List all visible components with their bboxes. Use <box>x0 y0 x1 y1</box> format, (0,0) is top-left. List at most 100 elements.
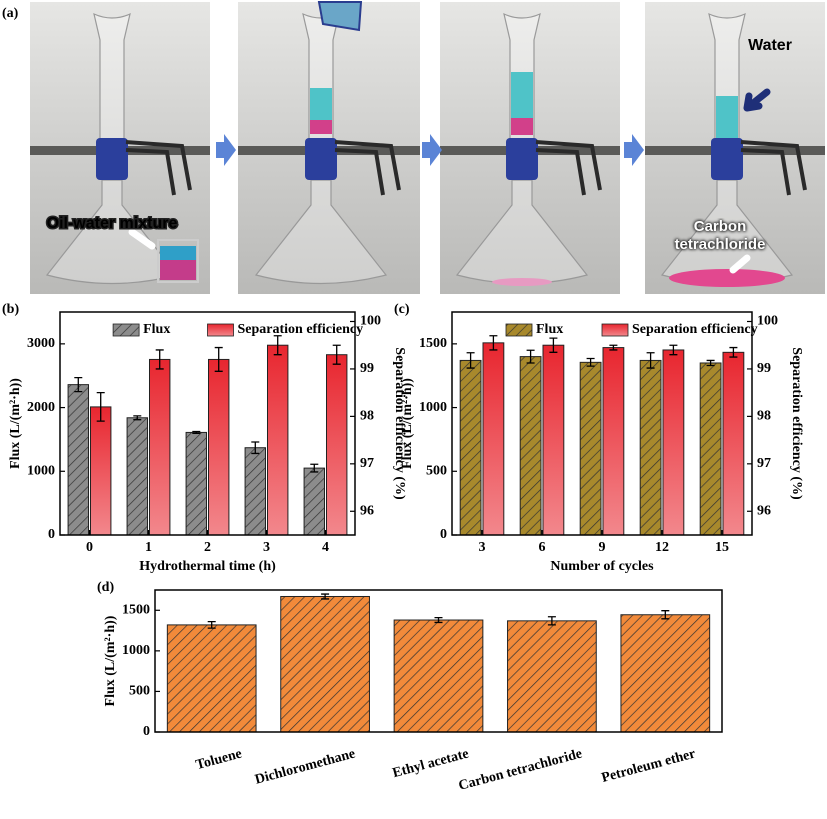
y2-tick-label: 100 <box>360 314 381 329</box>
x-axis-title: Number of cycles <box>550 559 654 574</box>
step-arrow <box>216 134 236 166</box>
x-tick-label: 0 <box>86 540 93 555</box>
error-bar <box>609 344 618 351</box>
bar <box>126 417 149 536</box>
oil-layer <box>511 118 533 135</box>
bar <box>149 358 171 536</box>
error-bar <box>526 349 535 364</box>
legend-swatch <box>505 323 533 337</box>
bar <box>639 359 662 536</box>
y-tick-label: 500 <box>426 464 447 479</box>
clamp-handle <box>535 140 602 196</box>
x-tick-label: 1 <box>145 540 152 555</box>
x-tick-label: 4 <box>322 540 329 555</box>
x-tick-label: 9 <box>599 540 606 555</box>
y-tick-label: 1000 <box>27 464 55 479</box>
y2-tick-label: 96 <box>360 503 374 518</box>
x-tick-label: 15 <box>715 540 729 555</box>
bar <box>507 620 597 733</box>
y2-tick-label: 96 <box>757 503 771 518</box>
bar <box>519 356 542 536</box>
y-tick-label: 0 <box>440 527 447 542</box>
bar <box>208 358 230 536</box>
clamp-handle <box>334 140 401 196</box>
bar <box>542 344 565 536</box>
bar <box>393 619 484 733</box>
clamp-handle <box>125 140 192 196</box>
error-bar <box>207 620 216 629</box>
x-tick-label: Ethyl acetate <box>391 746 470 781</box>
error-bar <box>586 357 595 367</box>
bar <box>602 347 625 536</box>
y-tick-label: 2000 <box>27 400 55 415</box>
panel-label: (d) <box>97 580 114 595</box>
error-bar <box>434 616 443 624</box>
error-bar <box>251 441 260 455</box>
bar <box>267 344 289 536</box>
legend-swatch <box>601 323 629 337</box>
y-axis-title: Flux (L/(m²·h)) <box>400 378 415 469</box>
x-tick-label: 6 <box>539 540 546 555</box>
annotation: Oil-water mixture <box>47 215 178 232</box>
y-tick-label: 3000 <box>27 336 55 351</box>
legend-label: Separation efficiency <box>238 322 364 337</box>
clamp-handle <box>740 140 807 196</box>
x-tick-label: Petroleum ether <box>600 746 697 785</box>
bar <box>303 467 325 536</box>
bar <box>244 447 267 536</box>
legend-label: Flux <box>536 322 563 337</box>
panel-label: (c) <box>394 302 410 317</box>
plot-frame <box>154 589 723 733</box>
error-bar <box>133 415 142 421</box>
clamp-collar <box>96 138 128 180</box>
x-tick-label: Carbon tetrachloride <box>457 746 584 793</box>
photo <box>645 2 825 294</box>
error-bar <box>96 392 105 422</box>
bar <box>166 624 257 733</box>
bar <box>90 406 112 536</box>
x-tick-label: 3 <box>263 540 270 555</box>
photo <box>238 0 420 294</box>
error-bar <box>646 352 655 369</box>
y2-tick-label: 97 <box>360 456 374 471</box>
x-tick-label: 2 <box>204 540 211 555</box>
y-tick-label: 500 <box>129 684 150 699</box>
flask <box>254 179 388 285</box>
beaker-oil <box>160 260 196 280</box>
bar <box>722 351 745 536</box>
arrow <box>128 228 156 250</box>
error-bar <box>155 349 164 370</box>
x-tick-label: Dichloromethane <box>253 746 357 787</box>
error-bar <box>729 346 738 358</box>
y2-tick-label: 99 <box>360 361 374 376</box>
error-bar <box>310 463 319 473</box>
plot-frame <box>59 311 356 536</box>
y-tick-label: 1000 <box>419 400 447 415</box>
bar <box>579 361 602 536</box>
error-bar <box>547 616 556 626</box>
y2-axis-title: Separation efficiency (%) <box>789 347 804 500</box>
water-layer <box>716 96 738 138</box>
bar <box>459 359 482 536</box>
panel-label: (a) <box>2 6 19 21</box>
bar <box>67 384 90 536</box>
error-bar <box>489 335 498 351</box>
y-tick-label: 1000 <box>122 643 150 658</box>
x-tick-label: 3 <box>479 540 486 555</box>
bar <box>185 431 208 536</box>
error-bar <box>706 359 715 367</box>
error-bar <box>321 593 330 600</box>
bar <box>482 342 505 536</box>
bar <box>280 595 370 733</box>
y2-axis-title: Separation efficiency (%) <box>392 347 407 500</box>
bar <box>620 614 711 733</box>
beaker-water <box>160 246 196 260</box>
error-bar <box>192 430 201 435</box>
x-tick-label: Toluene <box>194 746 243 773</box>
error-bar <box>214 346 223 372</box>
error-bar <box>549 337 558 353</box>
oil-pool <box>669 269 785 287</box>
bar <box>699 362 722 536</box>
